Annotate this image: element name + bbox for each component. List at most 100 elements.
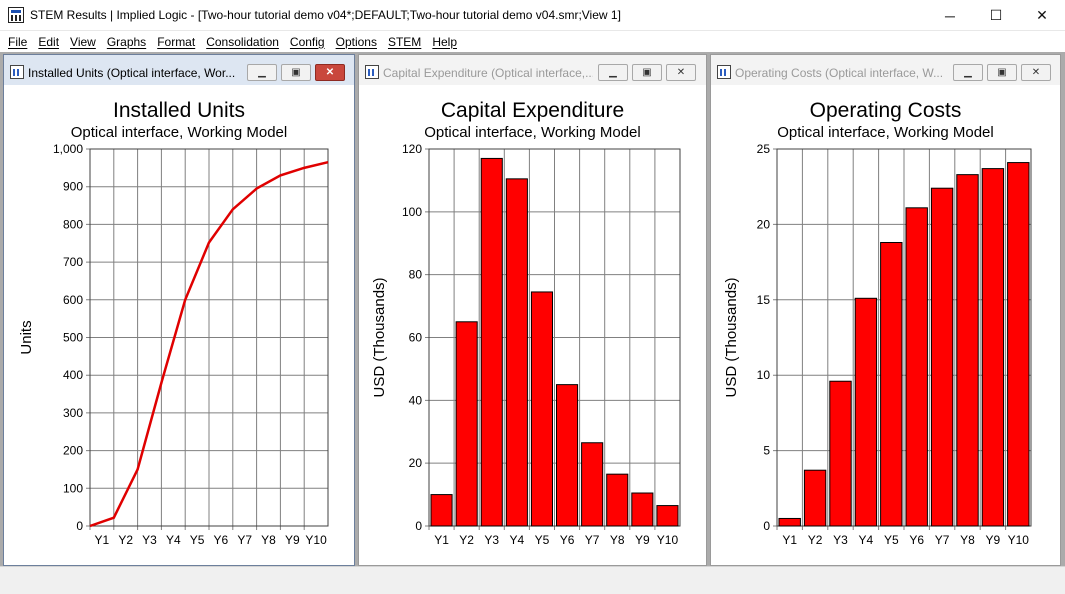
y-axis-label: Units bbox=[18, 320, 35, 354]
y-tick-label: 400 bbox=[63, 368, 83, 382]
app-title: STEM Results | Implied Logic - [Two-hour… bbox=[30, 8, 621, 22]
menu-stem[interactable]: STEM bbox=[387, 34, 422, 49]
bar-y7 bbox=[930, 187, 954, 527]
menu-consolidation[interactable]: Consolidation bbox=[206, 34, 279, 49]
chart-window-icon[interactable] bbox=[10, 65, 24, 79]
y-tick-label: 500 bbox=[63, 331, 83, 345]
x-tick-label: Y10 bbox=[1008, 533, 1030, 547]
maximize-button[interactable]: ☐ bbox=[989, 7, 1003, 23]
window-close-button[interactable]: ✕ bbox=[1021, 64, 1051, 81]
chart-svg: Installed Units Optical interface, Workin… bbox=[18, 99, 329, 547]
x-tick-label: Y9 bbox=[285, 533, 300, 547]
menu-view[interactable]: View bbox=[70, 34, 96, 49]
bar-y9 bbox=[981, 168, 1005, 527]
bar-y8 bbox=[956, 174, 979, 527]
window-close-button[interactable]: ✕ bbox=[666, 64, 696, 81]
window-minimize-button[interactable]: ▁ bbox=[247, 64, 277, 81]
bar-y10 bbox=[1007, 162, 1030, 527]
menu-edit[interactable]: Edit bbox=[38, 34, 60, 49]
x-tick-label: Y10 bbox=[305, 533, 327, 547]
x-tick-label: Y9 bbox=[635, 533, 650, 547]
bar-y4 bbox=[505, 178, 528, 527]
x-tick-label: Y1 bbox=[95, 533, 110, 547]
y-tick-label: 700 bbox=[63, 255, 83, 269]
y-tick-label: 100 bbox=[63, 481, 83, 495]
x-tick-label: Y2 bbox=[118, 533, 133, 547]
y-tick-label: 40 bbox=[409, 393, 423, 407]
x-tick-label: Y6 bbox=[214, 533, 229, 547]
y-tick-label: 300 bbox=[63, 406, 83, 420]
bar-y8 bbox=[606, 473, 629, 527]
x-tick-label: Y4 bbox=[859, 533, 874, 547]
y-axis-label: USD (Thousands) bbox=[723, 277, 740, 397]
chart-window-icon[interactable] bbox=[365, 65, 379, 79]
menu-options[interactable]: Options bbox=[335, 34, 377, 49]
chart-window-icon[interactable] bbox=[717, 65, 731, 79]
y-tick-label: 900 bbox=[63, 180, 83, 194]
bar-y2 bbox=[455, 321, 478, 527]
bar-y9 bbox=[631, 492, 654, 527]
y-tick-label: 1,000 bbox=[53, 142, 83, 156]
plot-frame bbox=[776, 148, 1032, 527]
x-tick-label: Y7 bbox=[585, 533, 600, 547]
window-operating-costs[interactable]: Operating Costs (Optical interface, W...… bbox=[710, 54, 1061, 566]
window-title: Capital Expenditure (Optical interface,.… bbox=[383, 66, 593, 80]
window-minimize-button[interactable]: ▁ bbox=[953, 64, 983, 81]
window-installed-units[interactable]: Installed Units (Optical interface, Wor.… bbox=[3, 54, 355, 566]
y-tick-label: 60 bbox=[409, 331, 423, 345]
y-tick-label: 20 bbox=[757, 217, 771, 231]
menu-graphs[interactable]: Graphs bbox=[106, 34, 147, 49]
x-tick-label: Y4 bbox=[166, 533, 181, 547]
y-tick-label: 100 bbox=[402, 205, 422, 219]
chart-operating-costs: Operating Costs Optical interface, Workin… bbox=[714, 85, 1055, 561]
menu-config[interactable]: Config bbox=[289, 34, 325, 49]
menu-file[interactable]: File bbox=[8, 34, 28, 49]
bar-y3 bbox=[480, 157, 503, 527]
x-tick-label: Y3 bbox=[833, 533, 848, 547]
chart-svg: Capital Expenditure Optical interface, Wo… bbox=[371, 99, 681, 547]
bar-y5 bbox=[530, 291, 553, 527]
window-capital-expenditure[interactable]: Capital Expenditure (Optical interface,.… bbox=[358, 54, 707, 566]
window-titlebar[interactable]: Operating Costs (Optical interface, W...… bbox=[711, 55, 1060, 85]
menu-bar: File Edit View Graphs Format Consolidati… bbox=[0, 31, 1065, 52]
x-tick-label: Y7 bbox=[935, 533, 950, 547]
chart-subtitle: Optical interface, Working Model bbox=[71, 124, 287, 141]
chart-title: Capital Expenditure bbox=[441, 99, 624, 122]
bar-y2 bbox=[803, 469, 827, 527]
window-restore-button[interactable]: ▣ bbox=[632, 64, 662, 81]
chart-title: Operating Costs bbox=[810, 99, 962, 122]
app-titlebar[interactable]: STEM Results | Implied Logic - [Two-hour… bbox=[0, 0, 1065, 31]
minimize-button[interactable]: ─ bbox=[945, 7, 955, 24]
menu-help[interactable]: Help bbox=[432, 34, 457, 49]
bar-y6 bbox=[556, 384, 579, 527]
x-tick-label: Y2 bbox=[808, 533, 823, 547]
x-tick-label: Y3 bbox=[142, 533, 157, 547]
window-restore-button[interactable]: ▣ bbox=[987, 64, 1017, 81]
x-tick-label: Y7 bbox=[237, 533, 252, 547]
app-icon[interactable] bbox=[8, 7, 24, 23]
close-button[interactable]: ✕ bbox=[1036, 7, 1048, 23]
chart-title: Installed Units bbox=[113, 99, 245, 122]
window-titlebar[interactable]: Installed Units (Optical interface, Wor.… bbox=[4, 55, 354, 85]
x-tick-label: Y5 bbox=[884, 533, 899, 547]
y-tick-label: 20 bbox=[409, 456, 423, 470]
window-titlebar[interactable]: Capital Expenditure (Optical interface,.… bbox=[359, 55, 706, 85]
window-minimize-button[interactable]: ▁ bbox=[598, 64, 628, 81]
window-close-button[interactable]: ✕ bbox=[315, 64, 345, 81]
x-tick-label: Y1 bbox=[782, 533, 797, 547]
bar-y1 bbox=[778, 517, 801, 527]
status-bar bbox=[0, 566, 1065, 594]
series-line bbox=[89, 160, 329, 528]
x-tick-label: Y6 bbox=[909, 533, 924, 547]
window-restore-button[interactable]: ▣ bbox=[281, 64, 311, 81]
y-tick-label: 200 bbox=[63, 444, 83, 458]
y-tick-label: 0 bbox=[763, 519, 770, 533]
x-tick-label: Y8 bbox=[960, 533, 975, 547]
y-tick-label: 15 bbox=[757, 293, 771, 307]
window-title: Installed Units (Optical interface, Wor.… bbox=[28, 66, 236, 80]
bar-y10 bbox=[656, 505, 679, 527]
y-tick-label: 800 bbox=[63, 217, 83, 231]
chart-subtitle: Optical interface, Working Model bbox=[777, 124, 993, 141]
y-tick-label: 120 bbox=[402, 142, 422, 156]
menu-format[interactable]: Format bbox=[157, 34, 196, 49]
